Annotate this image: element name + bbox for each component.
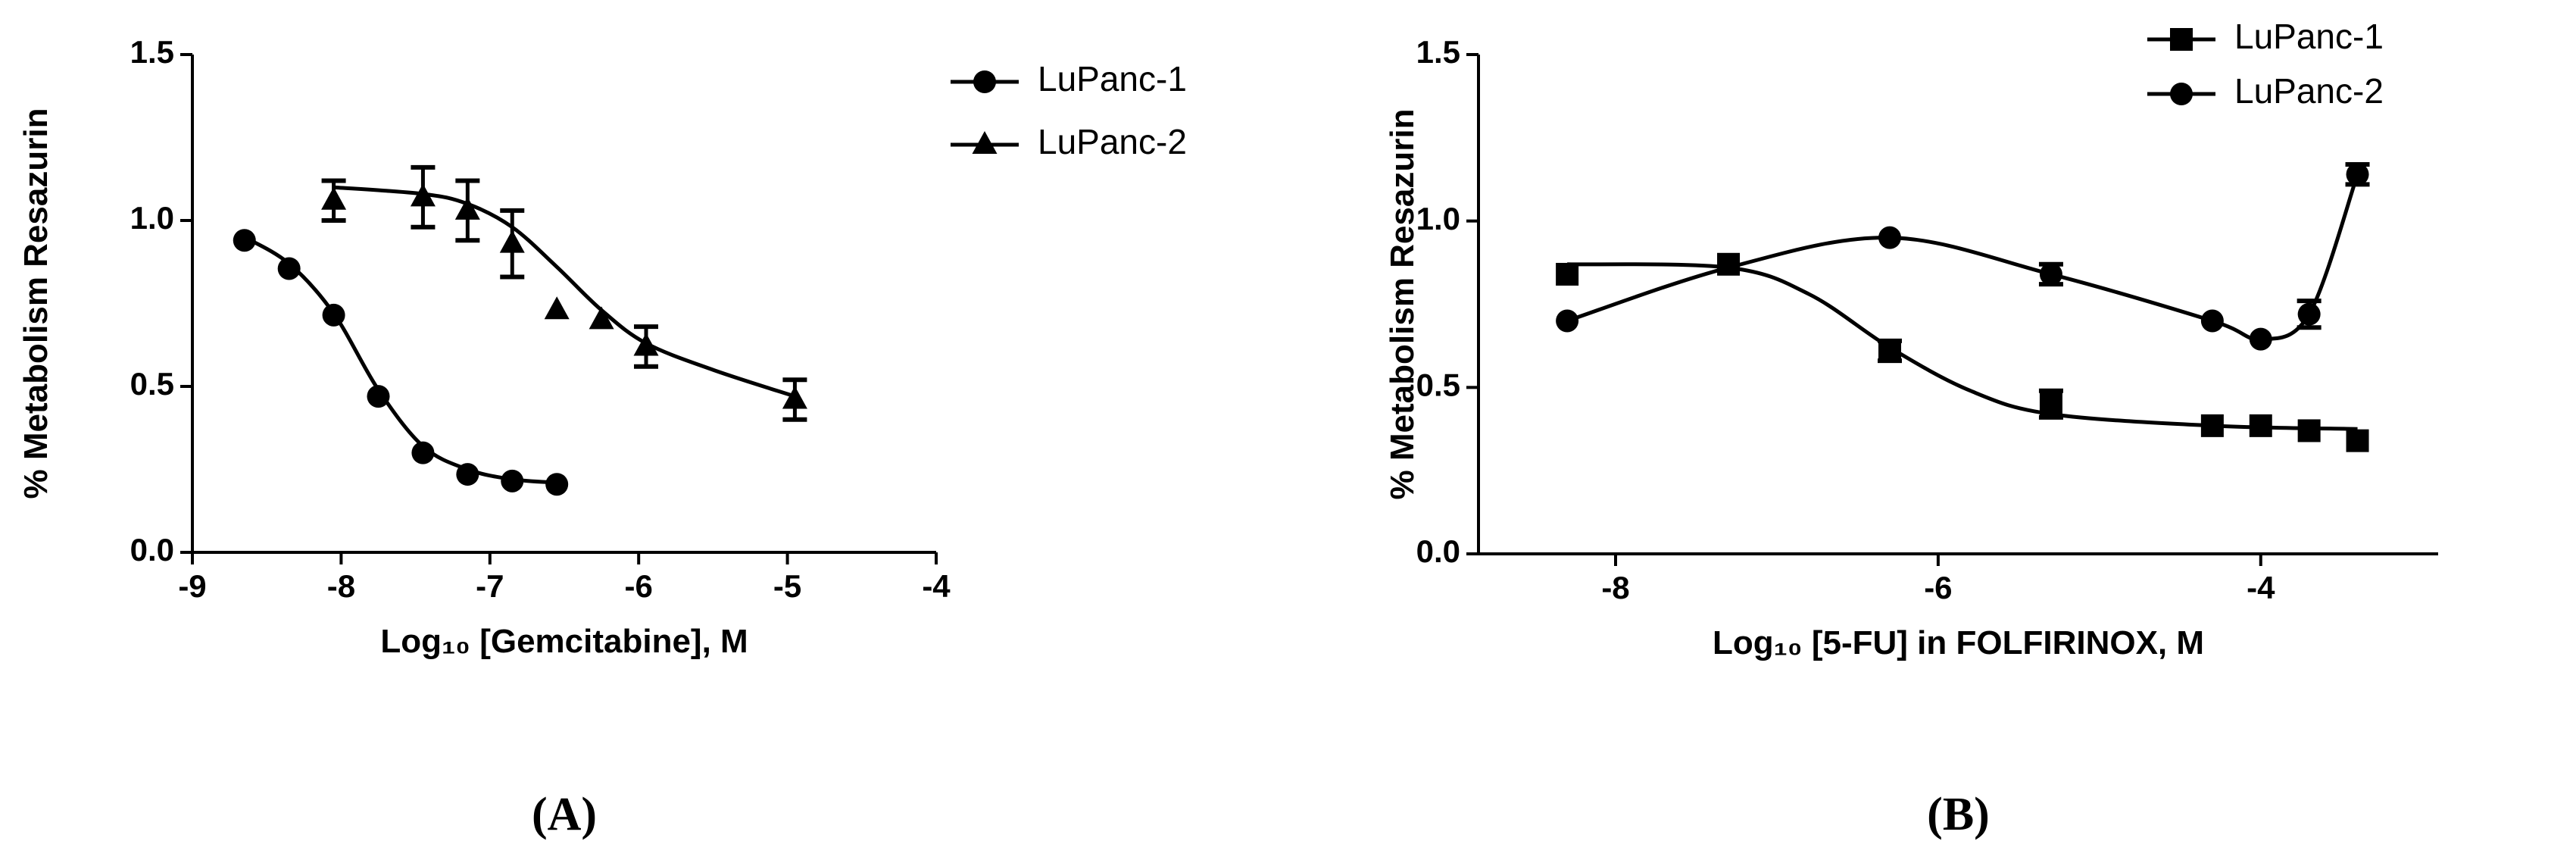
y-tick-label: 1.5	[1416, 34, 1460, 70]
data-point	[1556, 309, 1579, 333]
data-point	[1556, 262, 1579, 286]
data-point	[367, 385, 390, 408]
data-point	[2297, 419, 2321, 442]
data-point	[1878, 226, 1901, 249]
data-point	[589, 306, 614, 330]
x-tick-label: -4	[922, 568, 951, 604]
x-tick-label: -8	[1601, 570, 1629, 605]
x-tick-label: -7	[476, 568, 504, 604]
panel-caption: (A)	[532, 789, 597, 840]
legend-label: LuPanc-2	[1038, 122, 1187, 161]
x-tick-label: -5	[773, 568, 801, 604]
y-tick-label: 0.0	[130, 532, 174, 568]
fit-curve	[333, 185, 796, 399]
data-point	[499, 230, 525, 253]
data-point	[2346, 429, 2369, 452]
data-point	[2297, 302, 2321, 326]
x-tick-label: -6	[625, 568, 653, 604]
data-point	[454, 196, 480, 220]
y-tick-label: 0.0	[1416, 533, 1460, 569]
data-point	[501, 469, 524, 492]
x-axis-label: Log₁₀ [5-FU] in FOLFIRINOX, M	[1713, 624, 2204, 661]
data-point	[2039, 262, 2062, 286]
data-point	[456, 463, 479, 486]
data-point	[2200, 309, 2224, 333]
data-point	[411, 441, 435, 464]
legend-label: LuPanc-1	[1038, 59, 1187, 98]
y-tick-label: 0.5	[130, 366, 174, 402]
data-point	[233, 229, 256, 252]
panel-caption: (B)	[1927, 789, 1990, 840]
data-point	[633, 333, 659, 356]
legend-label: LuPanc-1	[2234, 17, 2384, 56]
y-tick-label: 1.5	[130, 34, 174, 70]
y-tick-label: 1.0	[130, 200, 174, 236]
x-tick-label: -6	[1924, 570, 1952, 605]
y-axis-label: % Metabolism Resazurin	[1384, 109, 1421, 500]
fit-curve	[1566, 174, 2359, 342]
y-tick-label: 1.0	[1416, 201, 1460, 236]
x-tick-label: -4	[2247, 570, 2275, 605]
data-point	[2200, 414, 2224, 437]
fit-curve	[1567, 262, 2358, 431]
x-tick-label: -9	[178, 568, 206, 604]
data-point	[2249, 327, 2272, 351]
data-point	[2249, 414, 2272, 437]
data-point	[322, 303, 345, 327]
data-point	[2039, 392, 2062, 416]
legend-marker	[2170, 83, 2193, 105]
legend-label: LuPanc-2	[2234, 71, 2384, 111]
legend-marker	[972, 131, 998, 154]
legend-marker	[973, 70, 996, 93]
data-point	[782, 386, 807, 409]
y-axis-label: % Metabolism Resazurin	[17, 108, 55, 499]
data-point	[545, 473, 569, 496]
data-point	[1878, 339, 1901, 363]
data-point	[410, 183, 436, 207]
x-tick-label: -8	[327, 568, 355, 604]
y-tick-label: 0.5	[1416, 367, 1460, 402]
data-point	[277, 257, 301, 280]
x-axis-label: Log₁₀ [Gemcitabine], M	[380, 623, 748, 660]
data-point	[2346, 163, 2369, 186]
data-point	[321, 186, 347, 210]
legend-marker	[2170, 28, 2193, 51]
data-point	[544, 296, 570, 320]
